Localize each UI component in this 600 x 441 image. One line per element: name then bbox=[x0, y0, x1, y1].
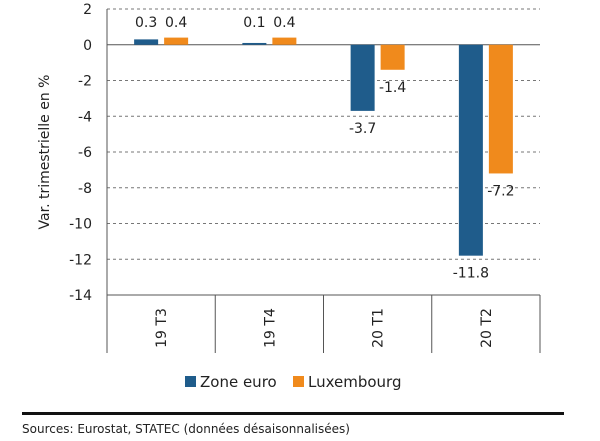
y-tick-label: -12 bbox=[69, 252, 92, 268]
bar-zone-euro bbox=[242, 42, 267, 45]
y-tick-label: -14 bbox=[69, 288, 92, 304]
bar-luxembourg bbox=[488, 44, 513, 174]
y-axis-label: Var. trimestrielle en % bbox=[37, 75, 53, 230]
bars: 0.3 0.4 0.1 0.4 -3.7 -1.4 -11.8 -7.2 bbox=[134, 15, 515, 282]
x-tick-label: 19 T4 bbox=[262, 308, 278, 348]
y-tick-label: 0 bbox=[83, 38, 92, 54]
bar-luxembourg bbox=[380, 44, 405, 70]
source-divider bbox=[22, 412, 564, 415]
x-tick-label: 19 T3 bbox=[154, 308, 170, 348]
legend-label: Luxembourg bbox=[308, 373, 402, 391]
data-label: -3.7 bbox=[349, 121, 376, 137]
bar-luxembourg bbox=[272, 37, 297, 45]
bar-luxembourg bbox=[164, 37, 189, 45]
y-tick-label: -6 bbox=[78, 145, 92, 161]
data-label: -11.8 bbox=[453, 266, 489, 282]
bar-zone-euro bbox=[458, 44, 483, 256]
data-label: 0.4 bbox=[273, 15, 295, 31]
y-tick-label: -2 bbox=[78, 74, 92, 90]
grid-lines bbox=[106, 8, 540, 296]
y-tick-label: -10 bbox=[69, 217, 92, 233]
data-label: -1.4 bbox=[379, 80, 406, 96]
y-tick-label: 2 bbox=[83, 2, 92, 18]
bar-zone-euro bbox=[134, 39, 159, 45]
data-label: -7.2 bbox=[487, 183, 514, 199]
source-note: Sources: Eurostat, STATEC (données désai… bbox=[22, 422, 350, 436]
y-tick-label: -4 bbox=[78, 109, 92, 125]
x-axis: 19 T3 19 T4 20 T1 20 T2 bbox=[106, 295, 541, 353]
x-tick-label: 20 T2 bbox=[479, 308, 495, 348]
data-label: 0.1 bbox=[243, 15, 265, 31]
legend-label: Zone euro bbox=[200, 373, 277, 391]
y-tick-label: -8 bbox=[78, 181, 92, 197]
bar-zone-euro bbox=[350, 44, 375, 111]
y-axis-ticks: 2 0 -2 -4 -6 -8 -10 -12 -14 bbox=[69, 2, 92, 304]
x-tick-label: 20 T1 bbox=[371, 308, 387, 348]
legend-swatch bbox=[185, 376, 196, 387]
legend-swatch bbox=[293, 376, 304, 387]
data-label: 0.3 bbox=[135, 15, 157, 31]
legend: Zone euro Luxembourg bbox=[185, 373, 402, 391]
data-label: 0.4 bbox=[165, 15, 187, 31]
